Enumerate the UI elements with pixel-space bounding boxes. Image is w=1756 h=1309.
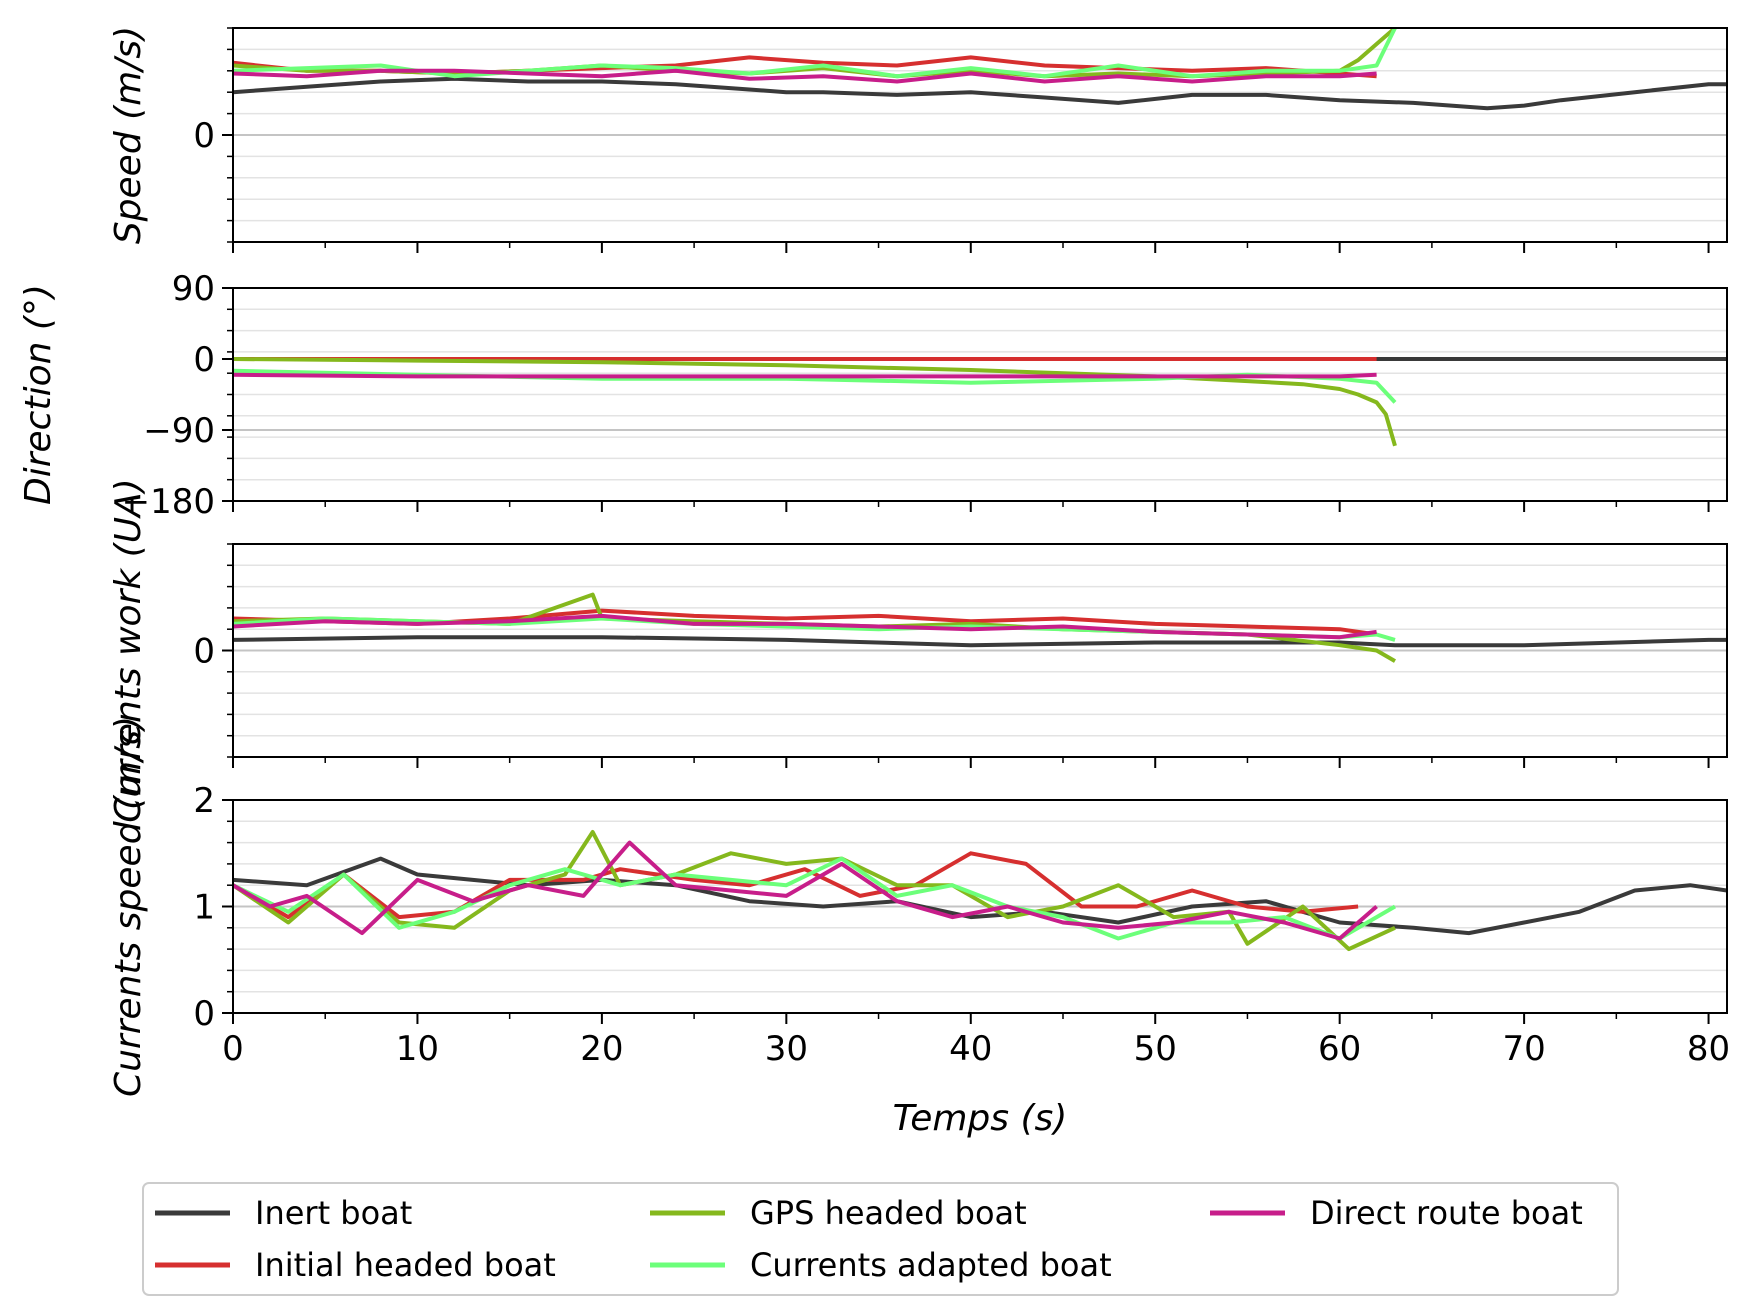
series-line-inert-boat — [233, 76, 1727, 111]
x-tick-label: 20 — [580, 1029, 623, 1069]
legend-label: Currents adapted boat — [750, 1246, 1112, 1284]
series-group — [233, 592, 1727, 663]
y-axis-label: Currents work (UA) — [108, 478, 149, 822]
series-group — [233, 830, 1727, 952]
x-tick-label: 0 — [222, 1029, 244, 1069]
legend: Inert boat Initial headed boat GPS headed … — [142, 1182, 1619, 1296]
series-line-direct-route-boat — [233, 68, 1377, 84]
panel-2: 90 0 −90 −180 Direction (°) — [18, 269, 1728, 522]
legend-item: Currents adapted boat — [650, 1246, 1112, 1284]
series-line-direct-route-boat — [233, 840, 1378, 941]
y-tick-label: −180 — [122, 482, 215, 522]
x-axis-label: Temps (s) — [893, 1098, 1068, 1139]
y-tick-label: 0 — [193, 340, 215, 380]
y-axis-label: Speed (m/s) — [108, 26, 149, 244]
y-tick-label: 0 — [193, 116, 215, 156]
series-line-gps-headed-boat — [233, 357, 1397, 447]
y-axis-label: Direction (°) — [18, 284, 59, 505]
y-tick-label: 1 — [193, 888, 215, 928]
y-tick-label: 0 — [193, 994, 215, 1034]
x-tick-label: 50 — [1134, 1029, 1177, 1069]
x-tick-label: 70 — [1502, 1029, 1545, 1069]
legend-item: Direct route boat — [1210, 1194, 1583, 1232]
legend-label: Inert boat — [255, 1194, 412, 1232]
x-tick-label: 80 — [1687, 1029, 1730, 1069]
panel-3: 0 Currents work (UA) — [108, 478, 1728, 823]
legend-label: Direct route boat — [1310, 1194, 1583, 1232]
series-line-direct-route-boat — [233, 372, 1377, 379]
panel-1: 0 Speed (m/s) — [108, 26, 1728, 253]
series-group — [233, 357, 1727, 447]
series-group — [233, 28, 1727, 111]
y-tick-label: 2 — [193, 781, 215, 821]
y-tick-label: −90 — [143, 411, 215, 451]
series-line-gps-headed-boat — [233, 830, 1396, 952]
legend-item: GPS headed boat — [650, 1194, 1027, 1232]
y-tick-label: 0 — [193, 632, 215, 672]
y-axis-label: Currents speed (m/s) — [108, 716, 149, 1097]
x-tick-label: 40 — [949, 1029, 992, 1069]
series-line-currents-adapted-boat — [233, 856, 1397, 941]
series-line-initial-headed-boat — [233, 851, 1359, 920]
legend-item: Inert boat — [155, 1194, 412, 1232]
panels: 0 Speed (m/s) 90 0 −90 −180 Direction (°) 0 Curr… — [18, 26, 1730, 1139]
legend-label: Initial headed boat — [255, 1246, 556, 1284]
legend-item: Initial headed boat — [155, 1246, 556, 1284]
series-line-inert-boat — [233, 635, 1727, 648]
x-tick-label: 60 — [1318, 1029, 1361, 1069]
series-line-direct-route-boat — [233, 613, 1377, 640]
x-tick-label: 30 — [765, 1029, 808, 1069]
series-line-currents-adapted-boat — [233, 28, 1397, 79]
legend-label: GPS headed boat — [750, 1194, 1027, 1232]
series-line-inert-boat — [233, 856, 1727, 936]
y-tick-label: 90 — [172, 269, 215, 309]
x-tick-label: 10 — [396, 1029, 439, 1069]
